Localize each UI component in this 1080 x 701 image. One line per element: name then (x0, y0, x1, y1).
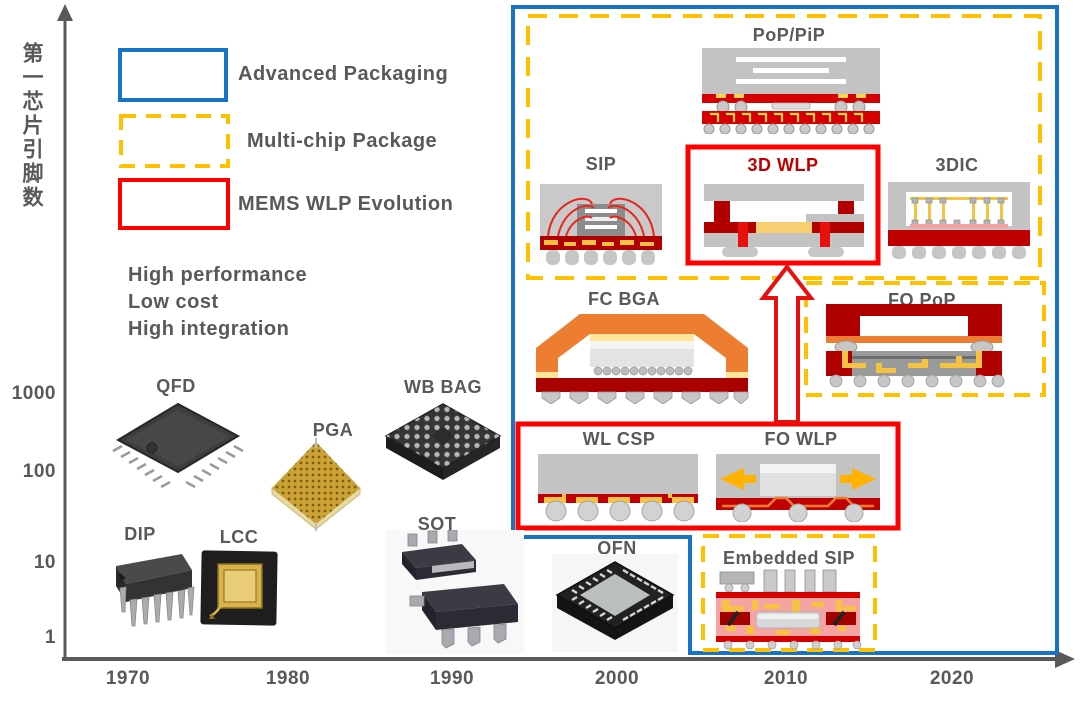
label-pga: PGA (312, 420, 354, 440)
qfn-package-image (552, 554, 678, 652)
fo-pop-region-outline (804, 281, 1046, 397)
x-tick-1980: 1980 (265, 668, 311, 689)
y-axis-arrow-icon (57, 4, 73, 21)
highlight-line-1: High performance (128, 264, 308, 286)
label-3dic: 3DIC (935, 155, 979, 175)
sip-diagram (540, 184, 662, 265)
label-qfn: QFN (597, 538, 637, 558)
x-tick-1970: 1970 (105, 668, 151, 689)
y-tick-1: 1 (44, 627, 56, 648)
y-axis-title: 第一芯片引脚数 (20, 42, 43, 210)
x-tick-2010: 2010 (763, 668, 809, 689)
legend-label-multi-chip: Multi-chip Package (247, 130, 438, 152)
sot-package-image (386, 530, 524, 654)
label-pop-pip: PoP/PiP (752, 25, 826, 45)
label-fo-wlp: FO WLP (764, 429, 838, 449)
x-tick-1990: 1990 (429, 668, 475, 689)
evolution-up-arrow-icon (758, 263, 816, 424)
wb-bag-package-image (384, 403, 502, 480)
3dic-diagram (888, 182, 1030, 259)
label-embedded-sip: Embedded SIP (722, 548, 856, 568)
label-wb-bag: WB BAG (404, 377, 482, 397)
x-axis-arrow-icon (1055, 650, 1075, 668)
x-tick-2020: 2020 (929, 668, 975, 689)
label-lcc: LCC (219, 527, 259, 547)
y-tick-10: 10 (33, 552, 56, 573)
legend-swatch-mems-wlp (118, 178, 230, 230)
highlight-line-3: High integration (128, 318, 290, 340)
embedded-sip-diagram (716, 569, 862, 650)
legend-swatch-advanced-packaging (118, 48, 228, 102)
legend-label-mems-wlp: MEMS WLP Evolution (238, 193, 454, 215)
3d-wlp-diagram (704, 184, 864, 257)
pga-package-image (271, 438, 361, 531)
qfd-package-image (112, 402, 244, 489)
legend-label-advanced-packaging: Advanced Packaging (238, 63, 449, 85)
label-3d-wlp: 3D WLP (747, 155, 819, 175)
fc-bga-diagram (536, 314, 749, 404)
highlight-line-2: Low cost (128, 291, 219, 313)
label-wl-csp: WL CSP (582, 429, 656, 449)
label-qfd: QFD (156, 376, 196, 396)
label-dip: DIP (124, 524, 156, 544)
dip-package-image (116, 554, 195, 627)
fo-wlp-diagram (716, 454, 880, 522)
y-tick-100: 100 (22, 461, 56, 482)
legend-swatch-multi-chip (119, 114, 230, 168)
label-sip: SIP (585, 154, 617, 174)
lcc-package-image (200, 550, 278, 626)
embedded-sip-region-outline (701, 534, 877, 652)
pop-pip-diagram (702, 48, 880, 134)
wl-csp-diagram (538, 454, 698, 522)
fo-pop-diagram (826, 304, 1005, 388)
x-tick-2000: 2000 (594, 668, 640, 689)
label-sot: SOT (417, 514, 457, 534)
label-fc-bga: FC BGA (588, 289, 660, 309)
highlight-notes: High performance Low cost High integrati… (128, 262, 307, 343)
y-tick-1000: 1000 (11, 383, 56, 404)
